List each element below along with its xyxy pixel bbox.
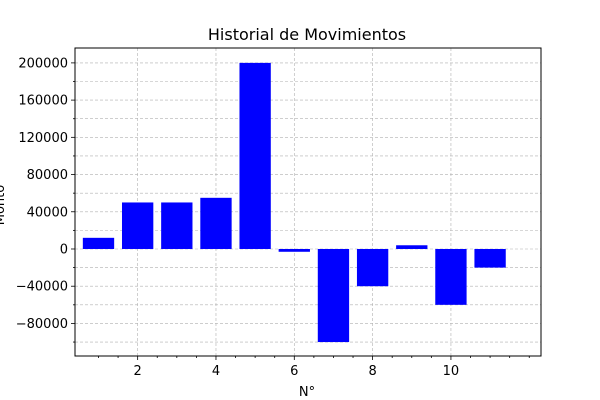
- bar: [82, 237, 115, 249]
- bar: [239, 62, 271, 249]
- bar: [317, 248, 350, 343]
- x-tick-label: 4: [212, 364, 220, 379]
- chart-title: Historial de Movimientos: [208, 25, 406, 44]
- y-tick-label: 40000: [27, 205, 68, 220]
- y-tick-label: 80000: [27, 168, 68, 183]
- x-tick-label: 6: [290, 364, 298, 379]
- x-tick-label: 8: [368, 364, 376, 379]
- axes: [74, 47, 542, 357]
- plot-frame: [74, 47, 542, 357]
- y-tick-label: 160000: [18, 94, 68, 109]
- y-axis-label: Monto: [0, 185, 8, 226]
- bar: [356, 248, 389, 287]
- bar: [435, 248, 467, 305]
- y-tick-label: −40000: [16, 280, 68, 295]
- y-tick-label: 0: [60, 242, 68, 257]
- bar: [278, 248, 310, 252]
- bar: [121, 202, 154, 249]
- ticks: −80000 −40000 0 40000 80000 120000 160000 20000…: [16, 56, 530, 379]
- x-tick-label: 2: [134, 364, 142, 379]
- x-tick-label: 10: [443, 364, 460, 379]
- bar: [161, 202, 193, 249]
- y-tick-label: −80000: [16, 317, 68, 332]
- bar: [200, 197, 232, 249]
- bar: [474, 248, 506, 268]
- gridlines: [75, 48, 541, 356]
- y-tick-label: 120000: [18, 131, 68, 146]
- x-axis-label: N°: [299, 385, 315, 400]
- y-tick-label: 200000: [18, 56, 68, 71]
- bar: [396, 245, 428, 249]
- bars: [82, 62, 506, 343]
